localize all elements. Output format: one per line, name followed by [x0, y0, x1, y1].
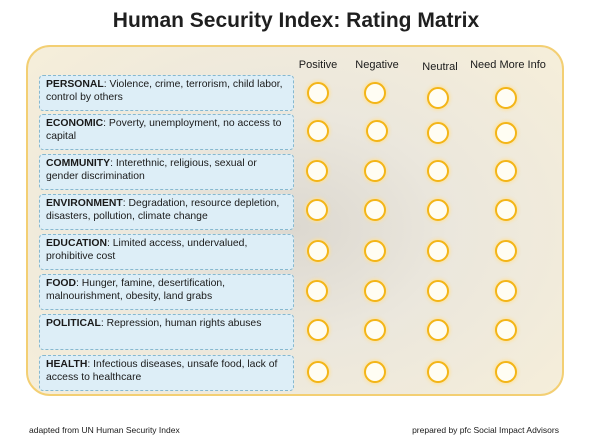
category-description: : Repression, human rights abuses: [100, 318, 262, 329]
rating-option-community-negative[interactable]: [364, 160, 386, 182]
rating-option-community-neutral[interactable]: [427, 160, 449, 182]
row-label-political: POLITICAL: Repression, human rights abus…: [39, 314, 294, 350]
rating-option-food-negative[interactable]: [364, 280, 386, 302]
rating-option-education-neutral[interactable]: [427, 240, 449, 262]
rating-option-health-positive[interactable]: [307, 361, 329, 383]
category-name: COMMUNITY: [46, 158, 111, 169]
category-description: : Degradation, resource depletion, disas…: [46, 198, 280, 222]
category-name: EDUCATION: [46, 238, 107, 249]
rating-option-political-positive[interactable]: [307, 319, 329, 341]
category-name: PERSONAL: [46, 79, 104, 90]
category-description: : Violence, crime, terrorism, child labo…: [46, 79, 283, 103]
rating-option-personal-positive[interactable]: [307, 82, 329, 104]
rating-option-education-positive[interactable]: [307, 240, 329, 262]
category-description: : Interethnic, religious, sexual or gend…: [46, 158, 257, 182]
rating-option-environment-negative[interactable]: [364, 199, 386, 221]
category-description: : Hunger, famine, desertification, malno…: [46, 278, 226, 302]
column-header-negative: Negative: [355, 59, 399, 71]
rating-option-economic-need-more-info[interactable]: [495, 122, 517, 144]
rating-option-community-need-more-info[interactable]: [495, 160, 517, 182]
rating-option-economic-positive[interactable]: [307, 120, 329, 142]
page-title: Human Security Index: Rating Matrix: [112, 9, 480, 32]
category-name: ECONOMIC: [46, 118, 104, 129]
rating-option-health-need-more-info[interactable]: [495, 361, 517, 383]
rating-option-food-need-more-info[interactable]: [495, 280, 517, 302]
column-header-need-more-info: Need More Info: [470, 59, 546, 71]
category-name: POLITICAL: [46, 318, 101, 329]
rating-option-economic-negative[interactable]: [366, 120, 388, 142]
rating-option-environment-neutral[interactable]: [427, 199, 449, 221]
row-label-food: FOOD: Hunger, famine, desertification, m…: [39, 274, 294, 310]
category-description: : Limited access, undervalued, prohibiti…: [46, 238, 248, 262]
rating-option-food-neutral[interactable]: [427, 280, 449, 302]
rating-option-community-positive[interactable]: [306, 160, 328, 182]
rating-option-environment-positive[interactable]: [306, 199, 328, 221]
column-header-positive: Positive: [298, 59, 338, 71]
category-description: : Infectious diseases, unsafe food, lack…: [46, 359, 278, 383]
category-name: HEALTH: [46, 359, 88, 370]
rating-option-education-need-more-info[interactable]: [495, 240, 517, 262]
rating-option-personal-need-more-info[interactable]: [495, 87, 517, 109]
credit-note: prepared by pfc Social Impact Advisors: [412, 425, 559, 435]
rating-option-political-neutral[interactable]: [427, 319, 449, 341]
rating-option-political-need-more-info[interactable]: [495, 319, 517, 341]
row-label-health: HEALTH: Infectious diseases, unsafe food…: [39, 355, 294, 391]
rating-option-environment-need-more-info[interactable]: [495, 199, 517, 221]
rating-option-education-negative[interactable]: [364, 240, 386, 262]
row-label-environment: ENVIRONMENT: Degradation, resource deple…: [39, 194, 294, 230]
row-label-education: EDUCATION: Limited access, undervalued, …: [39, 234, 294, 270]
row-label-community: COMMUNITY: Interethnic, religious, sexua…: [39, 154, 294, 190]
rating-option-economic-neutral[interactable]: [427, 122, 449, 144]
rating-option-food-positive[interactable]: [306, 280, 328, 302]
category-name: FOOD: [46, 278, 77, 289]
row-label-personal: PERSONAL: Violence, crime, terrorism, ch…: [39, 75, 294, 111]
category-description: : Poverty, unemployment, no access to ca…: [46, 118, 282, 142]
column-header-neutral: Neutral: [422, 61, 458, 73]
rating-option-health-negative[interactable]: [364, 361, 386, 383]
rating-option-personal-negative[interactable]: [364, 82, 386, 104]
rating-option-personal-neutral[interactable]: [427, 87, 449, 109]
row-label-economic: ECONOMIC: Poverty, unemployment, no acce…: [39, 114, 294, 150]
rating-option-political-negative[interactable]: [364, 319, 386, 341]
rating-option-health-neutral[interactable]: [427, 361, 449, 383]
source-note: adapted from UN Human Security Index: [29, 425, 180, 435]
category-name: ENVIRONMENT: [46, 198, 123, 209]
